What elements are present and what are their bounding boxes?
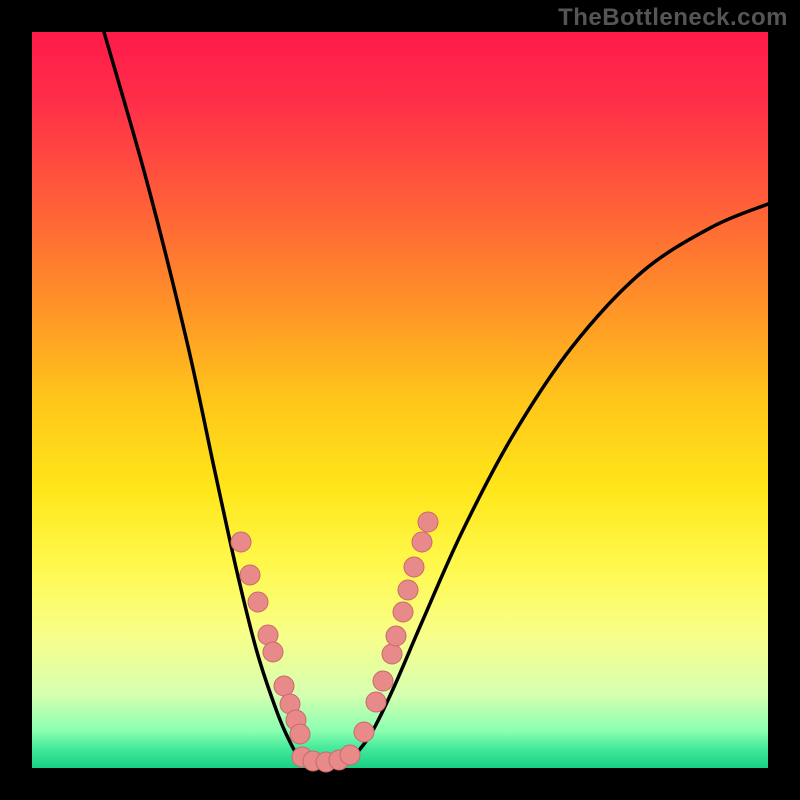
- data-marker: [398, 580, 418, 600]
- data-marker: [373, 671, 393, 691]
- data-marker: [274, 676, 294, 696]
- data-marker: [340, 745, 360, 765]
- plot-area: [32, 32, 768, 768]
- data-marker: [404, 557, 424, 577]
- data-marker: [290, 724, 310, 744]
- data-marker: [263, 642, 283, 662]
- data-marker: [412, 532, 432, 552]
- data-marker: [418, 512, 438, 532]
- data-marker: [382, 644, 402, 664]
- data-marker: [393, 602, 413, 622]
- watermark-text: TheBottleneck.com: [558, 4, 788, 32]
- data-marker: [231, 532, 251, 552]
- data-marker: [354, 722, 374, 742]
- data-marker: [366, 692, 386, 712]
- data-marker: [386, 626, 406, 646]
- chart-frame: TheBottleneck.com: [0, 0, 800, 800]
- bottleneck-curve: [32, 32, 768, 768]
- data-marker: [248, 592, 268, 612]
- data-marker: [240, 565, 260, 585]
